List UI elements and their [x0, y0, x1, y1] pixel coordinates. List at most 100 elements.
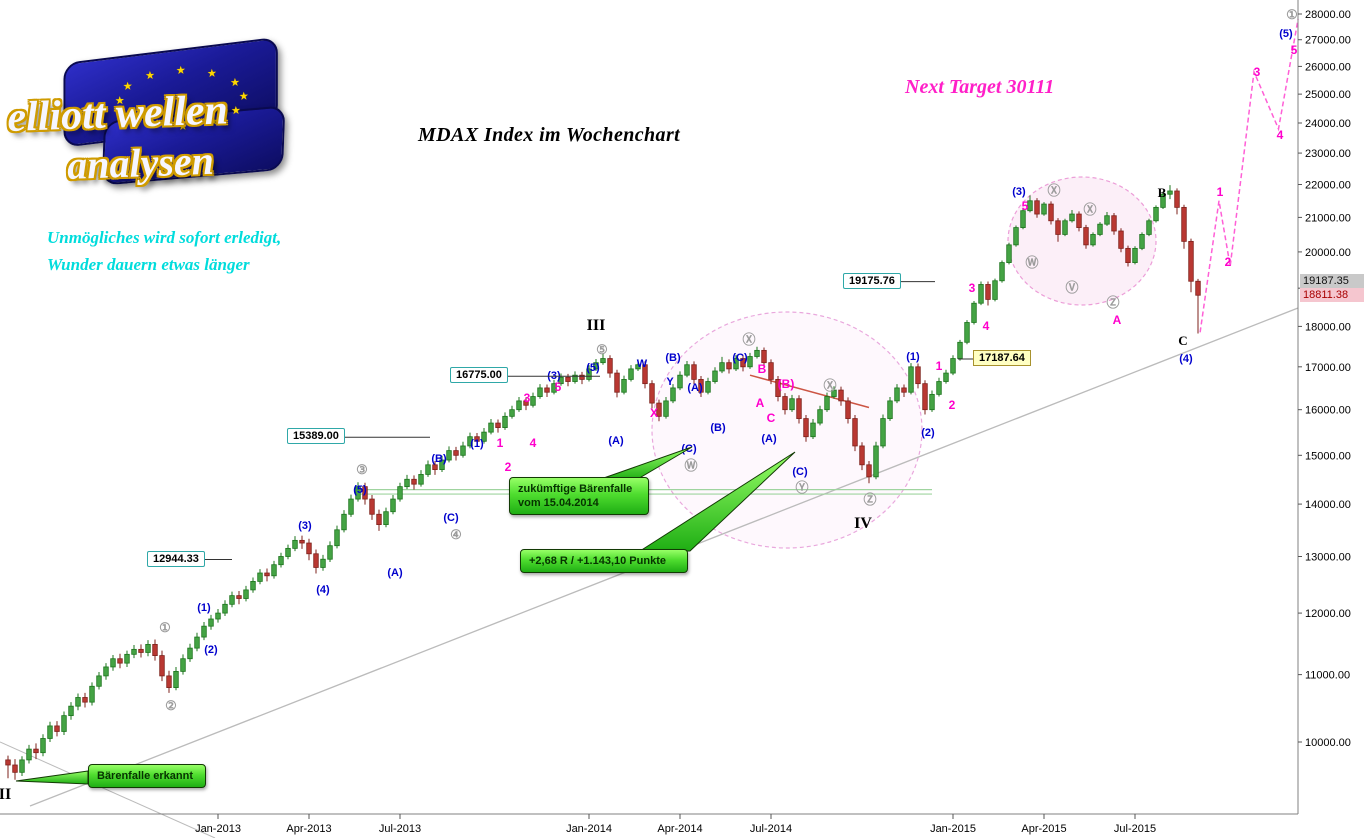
wave-label: (5)	[353, 484, 367, 496]
wave-label: 4	[1277, 128, 1284, 142]
wave-label: 3	[524, 391, 531, 405]
candle	[138, 648, 144, 653]
candle	[635, 364, 641, 370]
candle	[257, 572, 263, 582]
candle	[691, 364, 697, 380]
slogan-line1: Unmögliches wird sofort erledigt,	[47, 228, 282, 247]
candle	[432, 464, 438, 470]
candle	[516, 400, 522, 411]
candle	[1146, 220, 1152, 235]
candle	[376, 513, 382, 525]
candle	[166, 675, 172, 688]
candle	[362, 486, 368, 500]
wave-label: (3)	[1012, 186, 1026, 198]
candle	[712, 370, 718, 382]
candle	[26, 748, 32, 761]
candle	[1020, 210, 1026, 228]
candle	[474, 436, 480, 442]
candle	[768, 362, 774, 380]
candle	[1188, 240, 1194, 282]
candle	[1104, 215, 1110, 225]
candle	[873, 445, 879, 478]
price-axis-label: 24000.00	[1305, 118, 1351, 130]
candle	[40, 738, 46, 754]
wave-label: (1)	[906, 351, 920, 363]
candle	[894, 387, 900, 402]
candle	[89, 685, 95, 703]
time-axis-label: Jan-2013	[195, 823, 241, 835]
wave-label: ①	[159, 620, 171, 635]
candle	[117, 658, 123, 664]
candle	[572, 374, 578, 382]
candle	[754, 349, 760, 357]
wave-label: (2)	[204, 644, 218, 656]
candle	[229, 595, 235, 605]
price-level-label[interactable]: 16775.00	[450, 367, 508, 384]
wave-label: ⑤	[596, 342, 608, 357]
candle	[271, 564, 277, 577]
wave-label: (B)	[431, 453, 447, 465]
candle	[61, 715, 67, 732]
wave-label: A	[756, 396, 765, 410]
callout-text: vom 15.04.2014	[518, 497, 599, 509]
candle	[677, 374, 683, 389]
time-axis-label: Jul-2015	[1114, 823, 1156, 835]
candle	[551, 383, 557, 393]
candle	[887, 400, 893, 419]
candle	[789, 398, 795, 411]
price-level-label[interactable]: 19175.76	[843, 272, 901, 289]
candle	[523, 400, 529, 406]
candle	[915, 366, 921, 385]
wave-label: (B)	[665, 352, 681, 364]
price-axis-label: 20000.00	[1305, 247, 1351, 259]
callout-box[interactable]: zukümftige Bärenfalle vom 15.04.2014	[509, 477, 649, 515]
candle	[992, 280, 998, 300]
candle	[698, 379, 704, 393]
candle	[509, 409, 515, 417]
projection-path[interactable]	[1199, 18, 1299, 333]
callout-text: +2,68 R / +1.143,10 Punkte	[529, 555, 666, 567]
candle	[383, 511, 389, 525]
candle	[1055, 220, 1061, 235]
wave-label: (4)	[1179, 353, 1193, 365]
wave-label: Ⓦ	[1025, 255, 1038, 270]
candle	[425, 464, 431, 475]
yellow-price-label[interactable]: 17187.64	[973, 350, 1031, 367]
candle	[593, 362, 599, 370]
candle	[236, 595, 242, 599]
price-axis-label: 22000.00	[1305, 180, 1351, 192]
candle	[831, 389, 837, 397]
trendline[interactable]	[0, 741, 216, 838]
price-level-label[interactable]: 12944.33	[147, 550, 205, 567]
candle	[775, 379, 781, 397]
wave-label: II	[0, 786, 11, 803]
candle	[418, 474, 424, 485]
wave-label: Ⓧ	[1047, 183, 1060, 198]
price-level-label[interactable]: 15389.00	[287, 428, 345, 445]
callout-box[interactable]: Bärenfalle erkannt	[88, 764, 206, 788]
candle	[656, 402, 662, 417]
candle	[404, 478, 410, 488]
candle	[222, 603, 228, 614]
candle	[978, 284, 984, 304]
wave-label: 2	[505, 460, 512, 474]
candle	[740, 358, 746, 368]
wave-label: 4	[983, 319, 990, 333]
candle	[460, 445, 466, 456]
logo-text-line2: analysen	[66, 137, 215, 188]
candle	[467, 436, 473, 447]
candle	[145, 644, 151, 653]
candle	[208, 618, 214, 627]
candle	[285, 547, 291, 557]
next-target-note: Next Target 30111	[905, 76, 1055, 98]
wave-label: (C)	[443, 512, 459, 524]
candle	[334, 529, 340, 547]
price-axis-label: 16000.00	[1305, 405, 1351, 417]
wave-label: 3	[969, 281, 976, 295]
callout-box[interactable]: +2,68 R / +1.143,10 Punkte	[520, 549, 688, 573]
wave-label: ①	[1286, 7, 1298, 22]
wave-label: Ⓧ	[742, 332, 755, 347]
candle	[537, 387, 543, 397]
